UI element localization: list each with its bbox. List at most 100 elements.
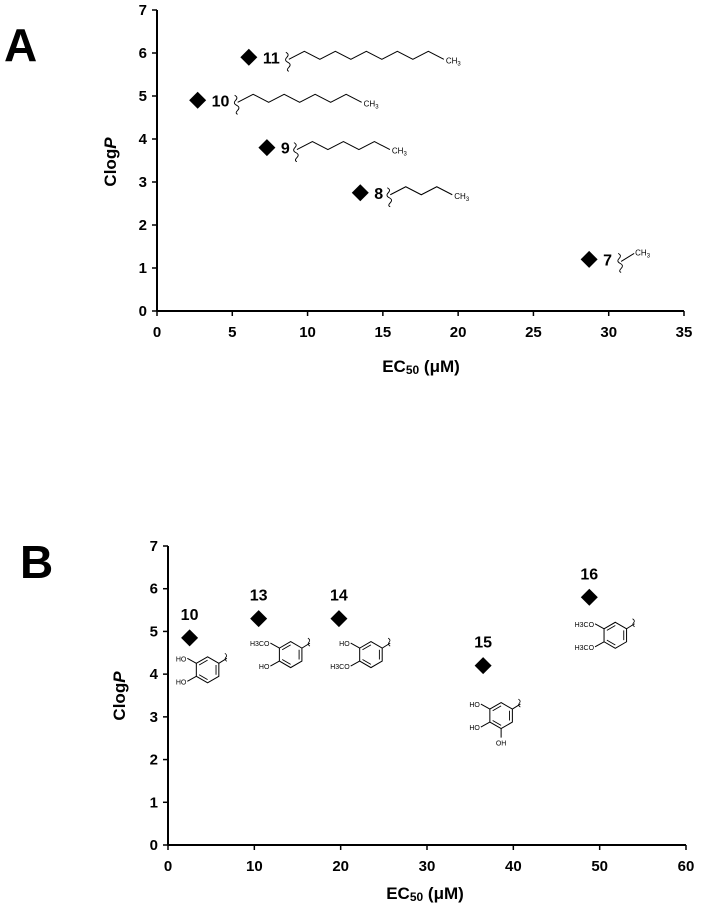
y-tick-label: 6 [139,45,147,62]
y-title-p: P [110,671,129,683]
ch3-label: CH3 [454,192,470,203]
x-tick-label: 0 [153,324,161,341]
x-title-sub: 50 [406,363,420,377]
point-label: 10 [181,607,199,624]
data-point [474,657,492,675]
x-tick-label: 10 [246,858,263,875]
double-bond [606,625,616,631]
substituent-bond [270,642,280,649]
x-tick-label: 20 [450,324,467,341]
y-tick-label: 4 [139,131,148,148]
x-tick-label: 15 [375,324,392,341]
x-tick-label: 50 [591,858,608,875]
substituent-label: H3CO [575,622,595,629]
x-title-sub: 50 [410,890,424,904]
substituent-bond [187,675,197,682]
panel-a-label: A [4,19,37,71]
data-point [181,629,199,647]
double-bond [362,644,372,651]
y-tick-label: 0 [150,837,158,854]
ch3-main: CH [454,192,466,201]
double-bond [281,659,291,665]
panel-a: A 0 1 2 3 4 5 6 7 0 5 10 15 20 25 30 35 EC50 (μM) Clog… [4,2,692,377]
y-tick-label: 4 [150,666,159,683]
substituent-label: H3CO [330,664,350,671]
benzene-ring-icon [489,702,513,730]
attachment-bond [512,703,521,710]
x-tick-label: 0 [164,858,172,875]
x-tick-label: 30 [600,324,617,341]
x-tick-label: 60 [678,858,695,875]
substituent-label: HO [469,702,480,709]
data-point [258,139,276,157]
wavy-bond-icon [617,252,623,273]
ch3-sub: 3 [457,61,461,67]
ch3-main: CH [635,248,647,257]
wavy-bond-icon [307,637,311,647]
attachment-bond [626,623,635,630]
substituent-label: HO [176,679,187,686]
alkyl-chain [237,93,362,103]
x-tick-label: 35 [676,324,693,341]
ch3-label: CH3 [635,248,651,259]
y-title-clog: Clog [101,149,120,187]
x-title-main: EC [386,884,410,903]
x-title-unit: (μM) [419,357,460,376]
y-tick-label: 3 [139,174,147,191]
y-tick-label: 7 [139,2,147,19]
ch3-sub: 3 [647,253,651,259]
x-tick-label: 40 [505,858,522,875]
benzene-ring-icon [278,641,303,669]
wavy-bond-icon [224,653,228,662]
substituent-label: HO [469,725,480,732]
data-point [351,184,369,202]
ch3-main: CH [392,147,404,156]
benzene-ring-icon [359,641,383,669]
substituent-bond [594,641,605,648]
point-label: 16 [580,566,598,583]
data-point [250,610,268,628]
substituent-bond [350,642,360,649]
x-title-main: EC [382,357,406,376]
data-point [580,588,598,606]
y-tick-label: 6 [150,581,158,598]
point-label: 8 [374,186,383,203]
y-title-clog: Clog [110,683,129,721]
data-point [240,48,258,66]
attachment-bond [301,642,311,649]
substituent-bond [187,657,197,664]
ch3-sub: 3 [403,152,407,158]
point-label: 15 [474,635,492,652]
point-label: 10 [212,93,230,110]
panel-b-x-axis-title: EC50 (μM) [386,884,464,904]
ch3-main: CH [446,56,458,65]
point-label: 7 [603,252,612,269]
double-bond [198,659,208,666]
panel-b-label: B [20,536,53,588]
y-tick-label: 2 [150,752,158,769]
y-tick-label: 7 [150,538,158,555]
x-tick-label: 5 [228,324,236,341]
point-label: 9 [281,141,290,158]
y-tick-label: 3 [150,709,158,726]
panel-a-y-axis-title: ClogP [101,137,120,187]
ch3-label: CH3 [446,56,462,67]
panel-b-y-axis-title: ClogP [110,671,129,721]
data-point [580,250,598,268]
y-tick-label: 2 [139,217,147,234]
x-tick-label: 30 [419,858,436,875]
substituent-label: H3CO [575,645,595,652]
benzene-ring-icon [603,621,628,649]
wavy-bond-icon [386,187,392,208]
data-point [189,91,207,109]
substituent-label: OH [496,741,507,748]
attachment-bond [218,657,228,664]
y-tick-label: 1 [150,794,158,811]
x-title-unit: (μM) [423,884,464,903]
wavy-bond-icon [293,142,299,163]
benzene-ring-icon [195,656,220,684]
attachment-bond [381,642,391,649]
methyl-bond [620,252,635,262]
y-tick-label: 5 [150,623,158,640]
